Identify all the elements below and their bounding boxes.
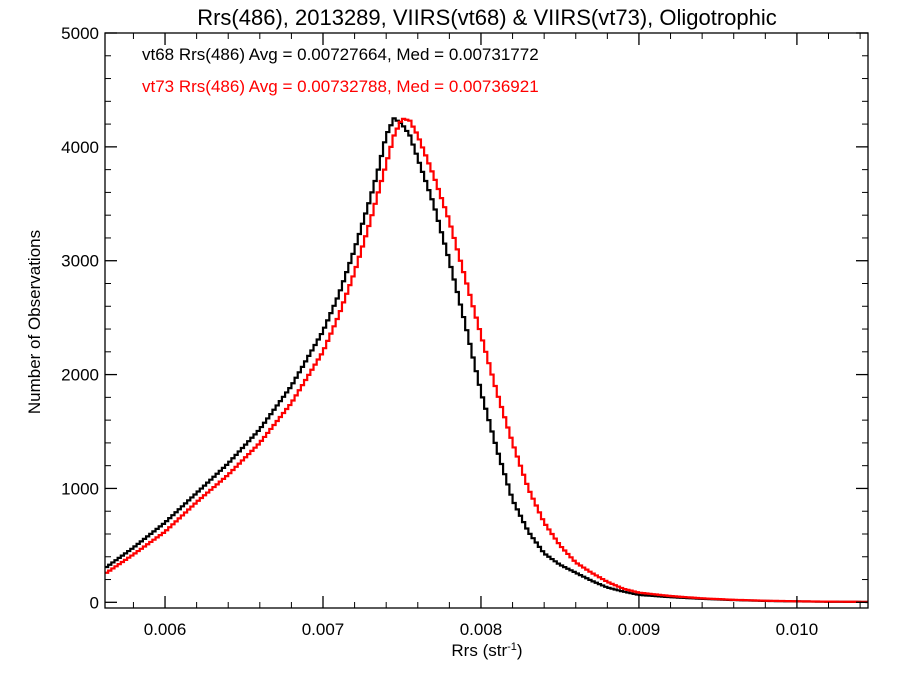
x-axis-label: Rrs (str-1)	[451, 641, 522, 660]
y-tick-label: 2000	[61, 366, 99, 385]
x-tick-label: 0.010	[776, 620, 819, 639]
y-tick-label: 0	[90, 593, 99, 612]
x-axis-label-main: Rrs (str	[451, 641, 507, 660]
y-tick-label: 5000	[61, 24, 99, 43]
x-axis-label-superscript: -1	[507, 641, 517, 653]
x-tick-label: 0.009	[618, 620, 661, 639]
plot-frame	[104, 32, 869, 609]
x-tick-label: 0.007	[302, 620, 345, 639]
plot-area	[105, 117, 868, 604]
stats-label-vt73: vt73 Rrs(486) Avg = 0.00732788, Med = 0.…	[142, 77, 539, 96]
stats-label-vt68: vt68 Rrs(486) Avg = 0.00727664, Med = 0.…	[142, 45, 539, 64]
x-tick-label: 0.008	[460, 620, 503, 639]
x-axis-label-close: )	[517, 641, 523, 660]
chart-title: Rrs(486), 2013289, VIIRS(vt68) & VIIRS(v…	[197, 5, 777, 30]
axes-layer: 0.006 0.007 0.008 0.009 0.010 0 1000 2000 3000 40…	[61, 24, 869, 639]
series-vt73-line	[105, 117, 868, 603]
y-tick-label: 1000	[61, 479, 99, 498]
x-tick-label: 0.006	[144, 620, 187, 639]
y-axis-label: Number of Observations	[25, 230, 44, 414]
y-tick-label: 3000	[61, 252, 99, 271]
y-tick-label: 4000	[61, 138, 99, 157]
